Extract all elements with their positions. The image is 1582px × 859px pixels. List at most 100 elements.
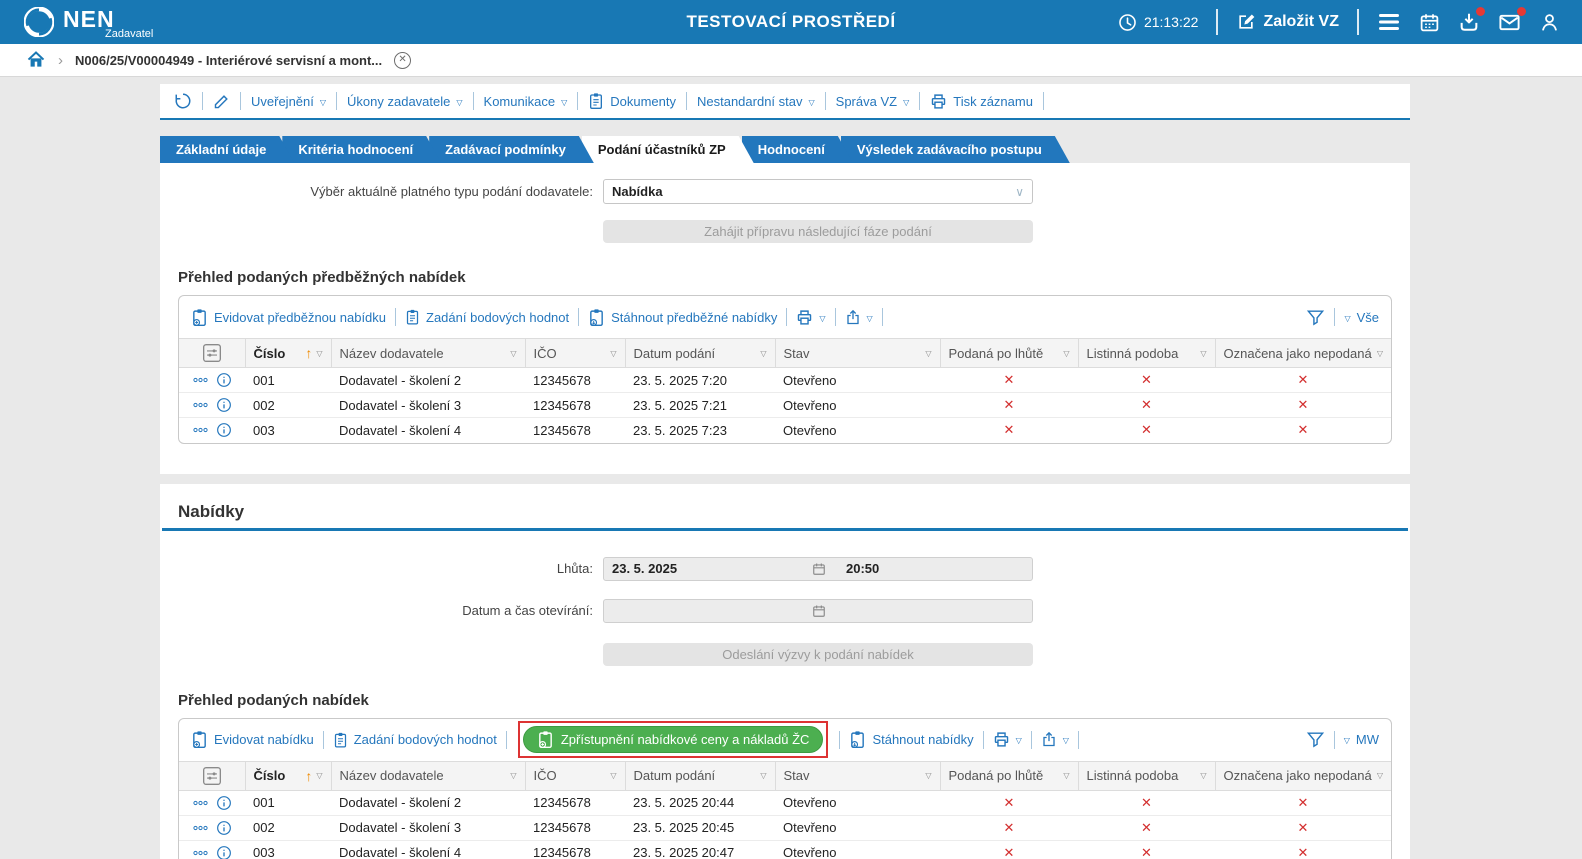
row-menu-icon[interactable] — [193, 402, 208, 408]
info-icon[interactable] — [216, 820, 232, 836]
prelim-enter-points-button[interactable]: Zadání bodových hodnot — [405, 308, 569, 326]
column-header-stav[interactable]: Stav ▽ — [775, 761, 940, 790]
column-header-listinna[interactable]: Listinná podoba ▽ — [1078, 761, 1215, 790]
prelim-print-button[interactable]: ▽ — [796, 309, 825, 326]
tab-vysledek-zadavaciho-postupu[interactable]: Výsledek zadávacího postupu — [841, 136, 1070, 163]
nen-logo[interactable]: NEN Zadavatel — [0, 7, 153, 38]
column-menu-icon[interactable]: ▽ — [1377, 349, 1383, 358]
column-menu-icon[interactable]: ▽ — [760, 349, 766, 358]
tab-kriteria-hodnoceni[interactable]: Kritéria hodnocení — [282, 136, 441, 163]
row-menu-icon[interactable] — [193, 427, 208, 433]
cell-nazev: Dodavatel - školení 3 — [331, 815, 525, 840]
info-icon[interactable] — [216, 397, 232, 413]
column-header-ico[interactable]: IČO ▽ — [525, 339, 625, 368]
messages-button[interactable] — [1498, 11, 1521, 34]
column-header-cislo[interactable]: Číslo ↑ ▽ — [245, 761, 331, 790]
info-icon[interactable] — [216, 372, 232, 388]
table-row[interactable]: 002 Dodavatel - školení 3 12345678 23. 5… — [179, 393, 1391, 418]
tab-zadavaci-podminky[interactable]: Zadávací podmínky — [429, 136, 594, 163]
download-offers-button[interactable]: Stáhnout nabídky — [849, 730, 973, 749]
calendar-icon[interactable] — [812, 562, 826, 576]
menu-nestandardni-stav[interactable]: Nestandardní stav ▽ — [697, 94, 815, 109]
table-row[interactable]: 003 Dodavatel - školení 4 12345678 23. 5… — [179, 418, 1391, 443]
calendar-icon[interactable] — [812, 604, 826, 618]
column-menu-icon[interactable]: ▽ — [925, 771, 931, 780]
column-menu-icon[interactable]: ▽ — [1063, 771, 1069, 780]
close-tab-icon[interactable]: ✕ — [394, 52, 411, 69]
prelim-export-button[interactable]: ▽ — [845, 309, 873, 326]
menu-dokumenty[interactable]: Dokumenty — [588, 92, 676, 110]
register-prelim-offer-button[interactable]: Evidovat předběžnou nabídku — [191, 308, 386, 327]
column-header-stav[interactable]: Stav ▽ — [775, 339, 940, 368]
column-menu-icon[interactable]: ▽ — [1063, 349, 1069, 358]
start-next-phase-button[interactable]: Zahájit přípravu následující fáze podání — [603, 220, 1033, 243]
column-settings-header[interactable] — [179, 339, 245, 368]
column-menu-icon[interactable]: ▽ — [925, 349, 931, 358]
unlock-offer-prices-button[interactable]: Zpřístupnění nabídkové ceny a nákladů ŽC — [523, 726, 824, 753]
column-menu-icon[interactable]: ▽ — [1200, 771, 1206, 780]
cell-stav: Otevřeno — [775, 418, 940, 443]
edit-button[interactable] — [213, 93, 230, 110]
column-menu-icon[interactable]: ▽ — [316, 771, 322, 780]
prelim-page-size[interactable]: Vše — [1357, 310, 1379, 325]
menu-sprava-vz[interactable]: Správa VZ ▽ — [836, 94, 910, 109]
row-menu-icon[interactable] — [193, 850, 208, 856]
calendar-button[interactable] — [1419, 12, 1440, 33]
column-header-ico[interactable]: IČO ▽ — [525, 761, 625, 790]
row-menu-icon[interactable] — [193, 377, 208, 383]
table-row[interactable]: 001 Dodavatel - školení 2 12345678 23. 5… — [179, 368, 1391, 393]
column-menu-icon[interactable]: ▽ — [510, 349, 516, 358]
table-row[interactable]: 002 Dodavatel - školení 3 12345678 23. 5… — [179, 815, 1391, 840]
column-menu-icon[interactable]: ▽ — [1200, 349, 1206, 358]
column-header-cislo[interactable]: Číslo ↑ ▽ — [245, 339, 331, 368]
column-header-po-lhute[interactable]: Podaná po lhůtě ▽ — [940, 339, 1078, 368]
column-menu-icon[interactable]: ▽ — [1377, 771, 1383, 780]
offers-print-button[interactable]: ▽ — [993, 731, 1022, 748]
column-menu-icon[interactable]: ▽ — [610, 771, 616, 780]
column-menu-icon[interactable]: ▽ — [316, 349, 322, 358]
row-menu-icon[interactable] — [193, 800, 208, 806]
offers-export-button[interactable]: ▽ — [1041, 731, 1069, 748]
create-vz-button[interactable]: Založit VZ — [1236, 12, 1339, 32]
column-header-datum[interactable]: Datum podání ▽ — [625, 761, 775, 790]
column-header-nepodana[interactable]: Označena jako nepodaná ▽ — [1215, 339, 1391, 368]
column-header-nepodana[interactable]: Označena jako nepodaná ▽ — [1215, 761, 1391, 790]
submission-type-select[interactable]: Nabídka ∨ — [603, 179, 1033, 204]
info-icon[interactable] — [216, 845, 232, 859]
column-header-nazev[interactable]: Název dodavatele ▽ — [331, 339, 525, 368]
history-button[interactable] — [174, 92, 192, 110]
column-header-po-lhute[interactable]: Podaná po lhůtě ▽ — [940, 761, 1078, 790]
filter-icon[interactable] — [1306, 308, 1325, 327]
breadcrumb-item[interactable]: N006/25/V00004949 - Interiérové servisní… — [75, 53, 382, 68]
menu-button[interactable] — [1377, 12, 1401, 32]
column-header-datum[interactable]: Datum podání ▽ — [625, 339, 775, 368]
column-header-nazev[interactable]: Název dodavatele ▽ — [331, 761, 525, 790]
info-icon[interactable] — [216, 795, 232, 811]
row-menu-icon[interactable] — [193, 825, 208, 831]
home-icon[interactable] — [26, 50, 46, 70]
offers-page-size[interactable]: MW — [1356, 732, 1379, 747]
tab-podani-ucastniku-zp[interactable]: Podání účastníků ZP — [582, 136, 754, 163]
column-menu-icon[interactable]: ▽ — [610, 349, 616, 358]
column-menu-icon[interactable]: ▽ — [760, 771, 766, 780]
menu-tisk-zaznamu[interactable]: Tisk záznamu — [930, 93, 1033, 110]
menu-komunikace[interactable]: Komunikace ▽ — [484, 94, 568, 109]
register-offer-button[interactable]: Evidovat nabídku — [191, 730, 314, 749]
column-menu-icon[interactable]: ▽ — [510, 771, 516, 780]
filter-icon[interactable] — [1306, 730, 1325, 749]
send-call-for-offers-button[interactable]: Odeslání výzvy k podání nabídek — [603, 643, 1033, 666]
table-row[interactable]: 003 Dodavatel - školení 4 12345678 23. 5… — [179, 840, 1391, 859]
tab-zakladni-udaje[interactable]: Základní údaje — [160, 136, 294, 163]
table-row[interactable]: 001 Dodavatel - školení 2 12345678 23. 5… — [179, 790, 1391, 815]
info-icon[interactable] — [216, 422, 232, 438]
tab-hodnoceni[interactable]: Hodnocení — [742, 136, 853, 163]
column-settings-header[interactable] — [179, 761, 245, 790]
user-profile-button[interactable] — [1539, 12, 1560, 33]
column-header-listinna[interactable]: Listinná podoba ▽ — [1078, 339, 1215, 368]
offers-enter-points-button[interactable]: Zadání bodových hodnot — [333, 731, 497, 749]
submission-type-label: Výběr aktuálně platného typu podání doda… — [160, 184, 603, 199]
downloads-button[interactable] — [1458, 11, 1480, 33]
menu-uverejneni[interactable]: Uveřejnění ▽ — [251, 94, 326, 109]
download-prelim-offers-button[interactable]: Stáhnout předběžné nabídky — [588, 308, 777, 327]
menu-ukony-zadavatele[interactable]: Úkony zadavatele ▽ — [347, 94, 463, 109]
